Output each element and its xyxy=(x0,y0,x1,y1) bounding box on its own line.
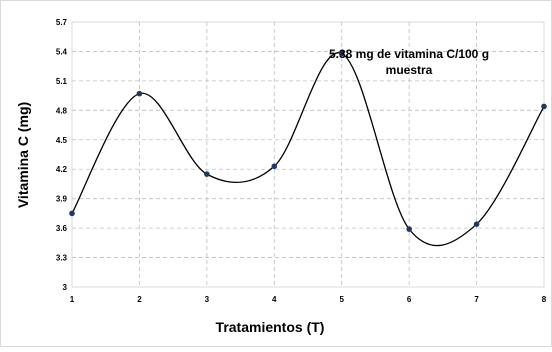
y-tick-label: 3.3 xyxy=(56,254,68,263)
data-point xyxy=(541,103,547,110)
x-tick-label: 8 xyxy=(542,295,547,304)
y-tick-label: 3 xyxy=(63,283,68,292)
x-tick-label: 6 xyxy=(407,295,412,304)
y-tick-label: 4.8 xyxy=(56,106,68,115)
x-tick-label: 3 xyxy=(205,295,210,304)
tick-layer: 3 3.3 3.6 3.9 4.2 4.5 4.8 5.1 5.4 5.7 1 2 3 4 5 6 7 8 xyxy=(56,18,547,304)
data-point xyxy=(69,210,75,217)
y-tick-label: 3.6 xyxy=(56,224,68,233)
y-tick-label: 5.7 xyxy=(56,18,68,27)
x-tick-label: 4 xyxy=(272,295,277,304)
x-tick-label: 1 xyxy=(70,295,75,304)
grid-layer xyxy=(72,22,544,287)
data-point xyxy=(204,171,210,177)
y-tick-label: 4.5 xyxy=(56,136,68,145)
x-axis-title: Tratamientos (T) xyxy=(216,319,325,335)
annotation-line-1: 5.38 mg de vitamina C/100 g xyxy=(329,47,489,61)
annotation-line-2: muestra xyxy=(386,63,433,77)
series-layer xyxy=(69,50,547,247)
y-tick-label: 5.1 xyxy=(56,77,68,86)
data-point xyxy=(338,50,345,57)
data-point xyxy=(406,226,412,232)
data-point xyxy=(136,90,143,97)
data-point xyxy=(473,221,480,227)
y-tick-label: 5.4 xyxy=(56,47,68,56)
x-tick-label: 2 xyxy=(137,295,142,304)
y-axis-title: Vitamina C (mg) xyxy=(15,102,31,208)
x-tick-label: 5 xyxy=(339,295,344,304)
data-point xyxy=(271,163,278,170)
y-tick-label: 3.9 xyxy=(56,195,68,204)
x-tick-label: 7 xyxy=(474,295,479,304)
y-tick-label: 4.2 xyxy=(56,165,68,174)
plot-area-border xyxy=(71,21,545,288)
